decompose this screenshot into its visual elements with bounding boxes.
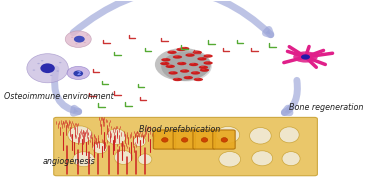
Ellipse shape <box>161 51 212 81</box>
Ellipse shape <box>173 78 182 81</box>
Ellipse shape <box>73 152 94 167</box>
Ellipse shape <box>175 56 178 57</box>
Ellipse shape <box>169 51 173 52</box>
Ellipse shape <box>197 57 207 60</box>
Ellipse shape <box>106 129 126 145</box>
Ellipse shape <box>161 58 170 61</box>
FancyBboxPatch shape <box>193 130 215 149</box>
Ellipse shape <box>205 55 209 56</box>
Ellipse shape <box>138 154 152 165</box>
Ellipse shape <box>86 34 88 36</box>
Ellipse shape <box>59 62 62 63</box>
Ellipse shape <box>249 128 271 144</box>
Ellipse shape <box>178 48 181 49</box>
Ellipse shape <box>65 31 91 47</box>
Ellipse shape <box>41 60 43 61</box>
Text: Bone regeneration: Bone regeneration <box>289 103 364 112</box>
Ellipse shape <box>182 47 185 48</box>
Ellipse shape <box>74 36 85 43</box>
Ellipse shape <box>155 48 211 81</box>
Ellipse shape <box>191 63 194 64</box>
Ellipse shape <box>177 62 186 65</box>
Ellipse shape <box>167 51 177 54</box>
Ellipse shape <box>166 65 175 68</box>
Ellipse shape <box>195 51 198 52</box>
Text: Osteoimmune environment: Osteoimmune environment <box>4 92 114 101</box>
Ellipse shape <box>50 75 53 76</box>
Ellipse shape <box>133 136 146 146</box>
Ellipse shape <box>73 70 83 77</box>
Ellipse shape <box>27 54 68 83</box>
Ellipse shape <box>221 138 228 142</box>
Ellipse shape <box>71 37 73 38</box>
Ellipse shape <box>93 142 107 154</box>
Ellipse shape <box>182 70 185 71</box>
Ellipse shape <box>169 71 178 75</box>
Ellipse shape <box>216 126 240 143</box>
Ellipse shape <box>181 138 188 142</box>
Ellipse shape <box>56 70 59 72</box>
Ellipse shape <box>189 63 198 66</box>
Ellipse shape <box>196 78 199 79</box>
Ellipse shape <box>282 152 300 166</box>
Ellipse shape <box>184 76 193 79</box>
Ellipse shape <box>180 47 189 50</box>
Ellipse shape <box>279 127 299 143</box>
Ellipse shape <box>161 138 168 142</box>
Ellipse shape <box>167 65 171 66</box>
Ellipse shape <box>186 76 189 77</box>
Text: angiogenesis: angiogenesis <box>42 157 95 166</box>
Ellipse shape <box>177 48 186 51</box>
Text: Blood prefabrication: Blood prefabrication <box>139 125 220 133</box>
Ellipse shape <box>179 62 182 63</box>
FancyBboxPatch shape <box>153 130 176 149</box>
FancyArrowPatch shape <box>73 0 271 35</box>
Ellipse shape <box>163 58 166 59</box>
Ellipse shape <box>252 151 273 166</box>
Ellipse shape <box>203 54 213 58</box>
Ellipse shape <box>68 126 92 144</box>
Ellipse shape <box>219 152 240 167</box>
Ellipse shape <box>187 54 191 55</box>
Ellipse shape <box>199 57 203 58</box>
Ellipse shape <box>205 61 209 63</box>
Ellipse shape <box>192 51 202 54</box>
Ellipse shape <box>194 78 203 81</box>
Ellipse shape <box>293 51 318 63</box>
FancyArrowPatch shape <box>284 80 297 113</box>
Ellipse shape <box>170 71 174 73</box>
Ellipse shape <box>114 150 132 164</box>
Ellipse shape <box>67 66 90 80</box>
Text: 2: 2 <box>76 71 81 76</box>
Ellipse shape <box>202 69 205 70</box>
Ellipse shape <box>201 138 208 142</box>
Ellipse shape <box>200 68 209 72</box>
Ellipse shape <box>193 71 196 73</box>
Ellipse shape <box>37 63 40 64</box>
Ellipse shape <box>33 69 35 71</box>
FancyBboxPatch shape <box>213 130 235 149</box>
Ellipse shape <box>40 63 55 73</box>
Ellipse shape <box>162 62 165 63</box>
Ellipse shape <box>199 66 208 69</box>
Ellipse shape <box>84 42 86 43</box>
Ellipse shape <box>185 53 195 57</box>
Ellipse shape <box>175 78 178 79</box>
Ellipse shape <box>203 61 213 65</box>
Ellipse shape <box>160 62 169 65</box>
Ellipse shape <box>75 43 77 44</box>
Ellipse shape <box>173 55 182 59</box>
FancyArrowPatch shape <box>54 69 79 113</box>
Ellipse shape <box>201 66 204 67</box>
FancyBboxPatch shape <box>173 130 195 149</box>
Ellipse shape <box>301 54 310 60</box>
FancyBboxPatch shape <box>54 117 318 176</box>
Ellipse shape <box>180 69 189 73</box>
Ellipse shape <box>191 71 200 75</box>
